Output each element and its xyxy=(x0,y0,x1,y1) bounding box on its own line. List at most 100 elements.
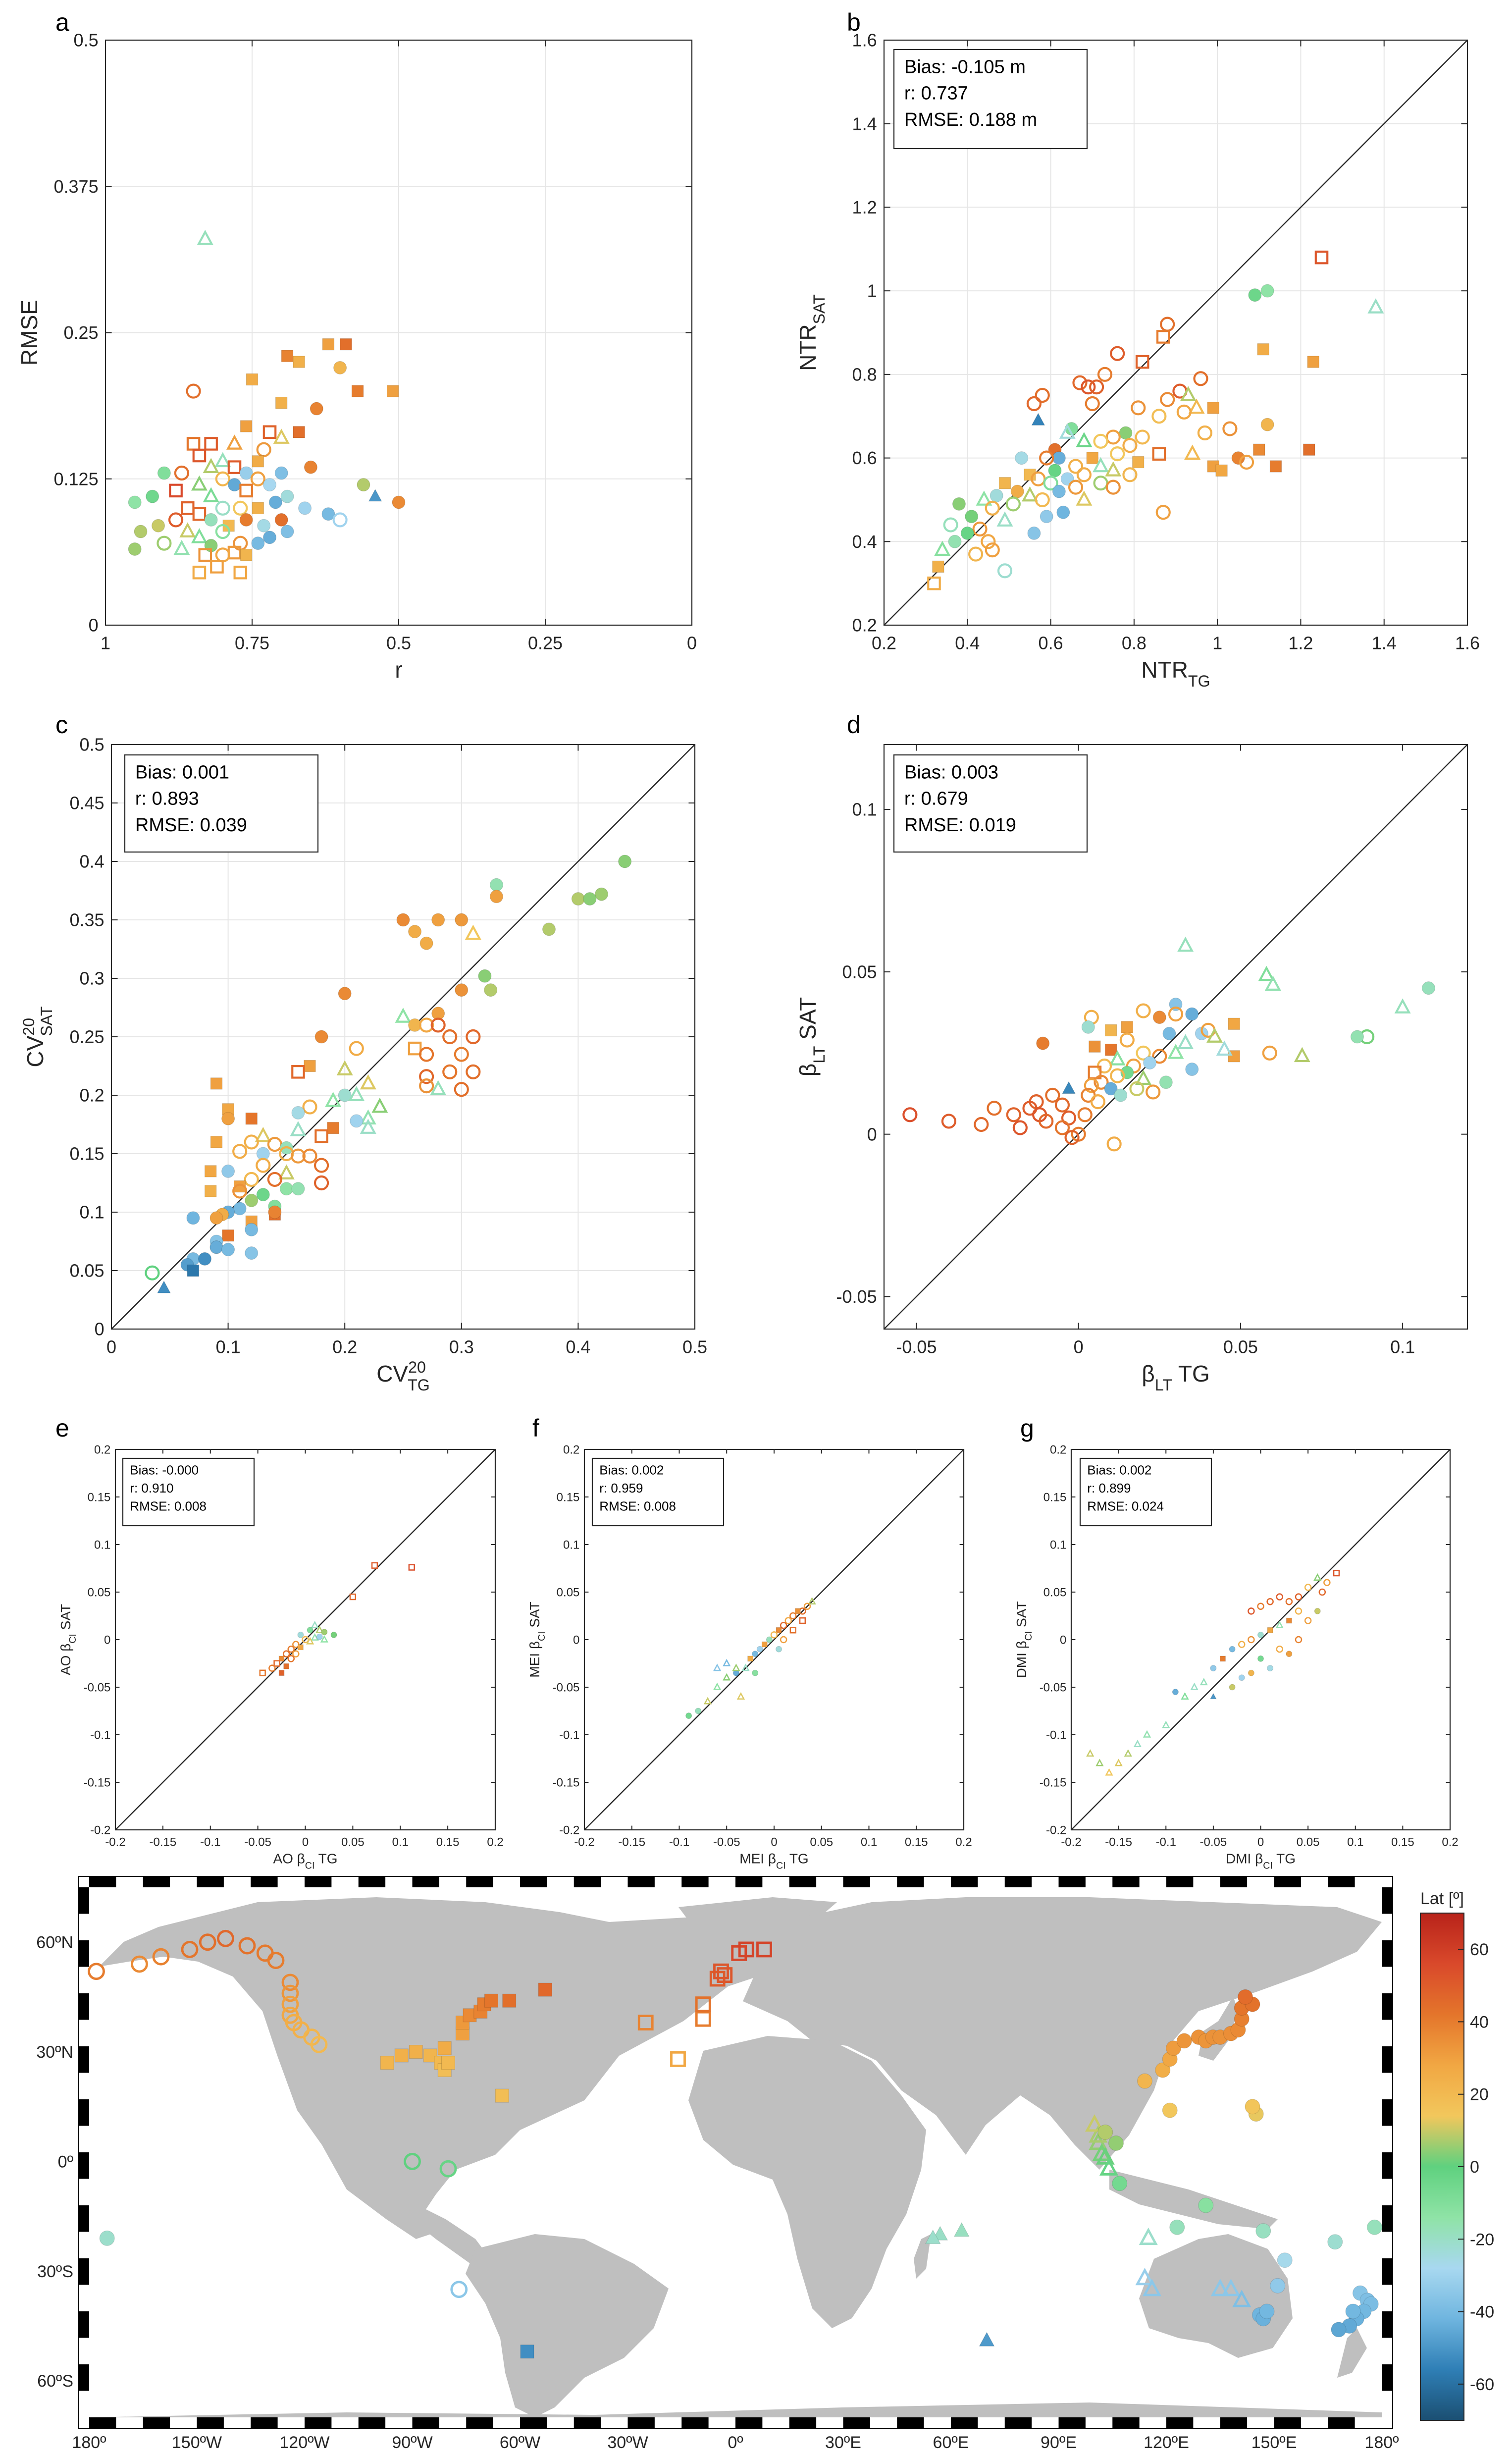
data-point xyxy=(1207,402,1219,414)
data-point xyxy=(1210,1665,1217,1672)
data-point xyxy=(1248,1636,1255,1644)
data-point xyxy=(1197,425,1212,441)
data-point xyxy=(203,458,219,473)
data-point xyxy=(1267,1665,1274,1672)
tide-gauge-station xyxy=(1331,2322,1347,2338)
data-point xyxy=(466,1064,481,1079)
data-point xyxy=(197,229,213,245)
tide-gauge-station xyxy=(437,2041,452,2055)
data-point xyxy=(431,913,445,927)
data-point xyxy=(1222,421,1238,436)
map-border-segment xyxy=(789,2417,817,2428)
colorbar-tick-label: 0 xyxy=(1470,2158,1479,2177)
x-tick-label: 0.1 xyxy=(216,1337,241,1357)
data-point xyxy=(732,1663,740,1671)
data-point xyxy=(803,1602,811,1610)
data-point xyxy=(1248,288,1262,302)
tide-gauge-station xyxy=(441,2056,455,2070)
data-point xyxy=(968,546,984,562)
data-point xyxy=(1059,424,1076,439)
map-border-segment xyxy=(78,2152,89,2179)
x-tick-label: 1 xyxy=(1212,633,1222,653)
y-tick-label: -0.15 xyxy=(1040,1776,1067,1789)
data-point xyxy=(761,1641,768,1648)
data-point xyxy=(1135,1069,1152,1085)
data-point xyxy=(932,560,944,573)
data-point xyxy=(756,1646,763,1653)
y-tick-label: 0.05 xyxy=(1043,1586,1067,1599)
y-tick-label: 0.125 xyxy=(54,469,99,489)
tide-gauge-station xyxy=(1277,2252,1293,2268)
y-tick-label: -0.05 xyxy=(553,1681,580,1694)
map-border-segment xyxy=(1166,2417,1194,2428)
data-point xyxy=(595,887,609,901)
data-point xyxy=(996,511,1013,527)
longitude-tick-label: 30ºE xyxy=(825,2433,861,2452)
data-point xyxy=(1295,1607,1303,1615)
data-point xyxy=(169,483,183,498)
data-point xyxy=(192,507,207,521)
map-border-segment xyxy=(78,2099,89,2126)
data-point xyxy=(1027,526,1041,540)
tide-gauge-station xyxy=(1099,2158,1119,2176)
x-tick-label: 0.8 xyxy=(1122,633,1147,653)
latitude-colorbar: Lat [º] 60 40 20 0 -20 -40 -60 xyxy=(1420,1889,1494,2421)
tide-gauge-station xyxy=(979,2332,995,2347)
x-axis-label: βLT TG xyxy=(1142,1361,1209,1394)
map-border-segment xyxy=(1058,2417,1086,2428)
data-point xyxy=(316,1633,323,1640)
x-tick-label: 0 xyxy=(1074,1337,1084,1357)
data-point xyxy=(245,1193,259,1207)
data-point xyxy=(273,1660,280,1667)
axes-frame xyxy=(883,744,1468,1330)
data-point xyxy=(1035,387,1050,403)
tide-gauge-station xyxy=(1176,2033,1192,2049)
x-tick-label: -0.05 xyxy=(896,1337,937,1357)
y-axis-label: βLT SAT xyxy=(795,997,828,1076)
data-point xyxy=(1110,1068,1125,1083)
data-point xyxy=(290,1121,307,1136)
x-tick-label: 0.1 xyxy=(861,1835,877,1849)
tide-gauge-station xyxy=(756,1941,772,1958)
data-point xyxy=(232,1144,248,1159)
x-tick-label: 0.2 xyxy=(872,633,896,653)
x-tick-label: 1.2 xyxy=(1288,633,1313,653)
data-point xyxy=(1040,510,1053,524)
x-tick-label: -0.1 xyxy=(1156,1835,1176,1849)
y-tick-label: 0.15 xyxy=(557,1491,580,1504)
x-axis-label: AO βCI TG xyxy=(273,1851,337,1871)
data-point xyxy=(273,428,290,444)
data-point xyxy=(1176,404,1192,420)
map-border-segment xyxy=(78,1940,89,1967)
data-point xyxy=(466,1029,481,1045)
tide-gauge-station xyxy=(1221,2279,1241,2296)
data-point xyxy=(205,1165,217,1177)
tide-gauge-station xyxy=(99,2230,115,2246)
data-point xyxy=(1185,1007,1199,1021)
tide-gauge-station xyxy=(925,2229,941,2244)
data-point xyxy=(1216,1040,1233,1056)
data-point xyxy=(976,490,992,506)
tide-gauge-station xyxy=(131,1955,148,1973)
data-point xyxy=(489,890,503,904)
panel-letter-b: b xyxy=(847,8,861,36)
data-point xyxy=(1086,452,1098,464)
data-point xyxy=(1162,1720,1170,1728)
map-border-segment xyxy=(305,2417,332,2428)
x-tick-label: 0.4 xyxy=(955,633,980,653)
stats-line2: r: 0.737 xyxy=(904,83,968,104)
longitude-tick-label: 180º xyxy=(72,2433,106,2452)
data-point xyxy=(1088,1066,1102,1079)
data-point xyxy=(1229,1646,1236,1653)
southeast-asia-islands xyxy=(1109,2170,1278,2229)
tide-gauge-station xyxy=(281,1995,299,2013)
map-border-segment xyxy=(681,1876,709,1887)
tide-gauge-station xyxy=(1108,2135,1124,2151)
data-point xyxy=(1043,476,1058,491)
data-point xyxy=(304,460,317,474)
y-tick-label: 0.5 xyxy=(80,735,104,755)
data-point xyxy=(1260,284,1274,298)
data-point xyxy=(250,471,265,486)
data-point xyxy=(1022,486,1038,502)
